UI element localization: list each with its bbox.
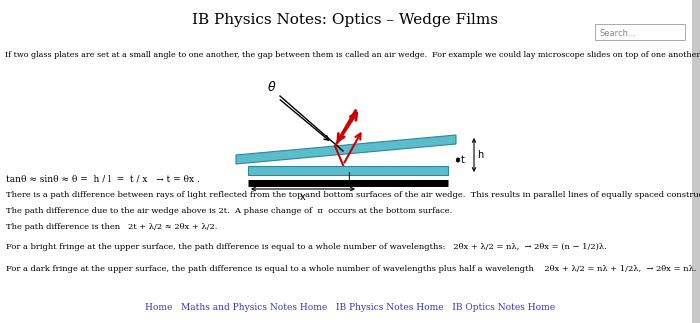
Text: t: t xyxy=(461,155,465,165)
Text: For a dark fringe at the upper surface, the path difference is equal to a whole : For a dark fringe at the upper surface, … xyxy=(6,265,696,273)
Bar xyxy=(692,0,700,323)
FancyBboxPatch shape xyxy=(595,24,685,40)
Polygon shape xyxy=(248,166,448,175)
Text: For a bright fringe at the upper surface, the path difference is equal to a whol: For a bright fringe at the upper surface… xyxy=(6,243,607,251)
Text: If two glass plates are set at a small angle to one another, the gap between the: If two glass plates are set at a small a… xyxy=(5,51,700,59)
Text: tanθ ≈ sinθ ≈ θ =  h / l  =  t / x   → t = θx .: tanθ ≈ sinθ ≈ θ = h / l = t / x → t = θx… xyxy=(6,175,200,184)
Text: The path difference is then   2t + λ/2 ≈ 2θx + λ/2.: The path difference is then 2t + λ/2 ≈ 2… xyxy=(6,223,218,231)
Text: There is a path difference between rays of light reflected from the top and bott: There is a path difference between rays … xyxy=(6,191,700,199)
Text: h: h xyxy=(477,150,483,160)
Text: Home   Maths and Physics Notes Home   IB Physics Notes Home   IB Optics Notes Ho: Home Maths and Physics Notes Home IB Phy… xyxy=(145,303,555,312)
Text: Search...: Search... xyxy=(599,29,636,38)
Polygon shape xyxy=(236,135,456,164)
Text: The path difference due to the air wedge above is 2t.  A phase change of  π  occ: The path difference due to the air wedge… xyxy=(6,207,452,215)
Text: x: x xyxy=(300,192,306,202)
Text: $\theta$: $\theta$ xyxy=(267,80,276,94)
Text: IB Physics Notes: Optics – Wedge Films: IB Physics Notes: Optics – Wedge Films xyxy=(192,13,498,27)
Text: l: l xyxy=(346,172,349,182)
